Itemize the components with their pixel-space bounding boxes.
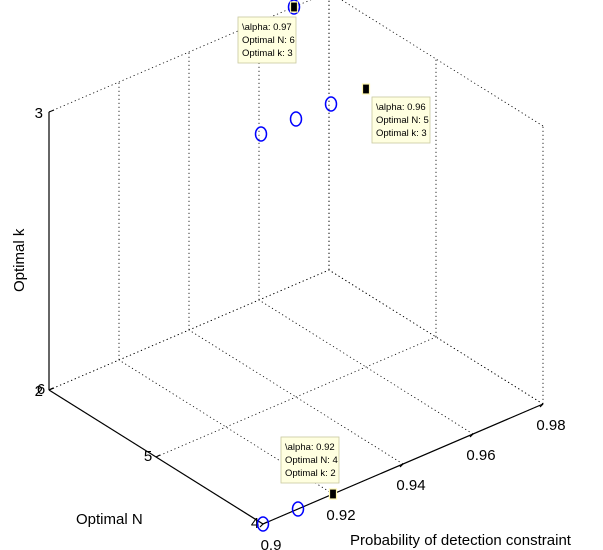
z-tick-label: 2 [35, 383, 43, 400]
datatip-text: Optimal k: 2 [285, 468, 336, 479]
y-tick-mark [262, 521, 268, 525]
data-point [254, 126, 268, 142]
datatip-text: Optimal N: 6 [242, 35, 295, 46]
datatip-box [237, 16, 297, 64]
data-point [287, 0, 301, 15]
datatip: \alpha: 0.96 Optimal N: 5 Optimal k: 3 [361, 83, 431, 144]
grid-line [48, 0, 312, 113]
z-tick-label: 3 [35, 105, 43, 122]
datatip-box [280, 436, 340, 484]
x-axis-label: Probability of detection constraint [350, 532, 572, 549]
x-tick-label: 0.98 [536, 417, 565, 434]
datatip-text: Optimal k: 3 [242, 48, 293, 59]
tick-labels: 0.9 0.92 0.94 0.96 0.98 4 5 62 3 [35, 105, 566, 550]
datatip-text: Optimal N: 4 [285, 455, 338, 466]
y-axis-label: Optimal N [76, 511, 143, 528]
axes [48, 109, 544, 528]
z-tick-mark [48, 387, 55, 391]
y-tick-label: 6 [37, 381, 45, 398]
datatip-marker [328, 488, 338, 500]
x-tick-label: 0.96 [466, 447, 495, 464]
z-axis-label: Optimal k [11, 228, 28, 292]
datatip-text: \alpha: 0.97 [242, 22, 292, 33]
datatip-text: \alpha: 0.96 [376, 102, 426, 113]
data-point [256, 516, 270, 532]
x-tick-label: 0.94 [396, 477, 425, 494]
data-point [289, 111, 303, 127]
x-tick-mark [259, 523, 264, 528]
datatip-marker [289, 1, 299, 13]
x-tick-mark [469, 433, 474, 438]
datatip-text: Optimal k: 3 [376, 128, 427, 139]
datatip: \alpha: 0.97 Optimal N: 6 Optimal k: 3 [237, 1, 299, 64]
x-tick-label: 0.9 [261, 537, 282, 550]
datatip-box [371, 96, 431, 144]
data-points [254, 0, 338, 532]
z-tick-mark [48, 109, 55, 113]
y-tick-label: 5 [144, 448, 152, 465]
datatip-marker [361, 83, 371, 95]
grid-line [48, 269, 330, 391]
datatip-text: Optimal N: 5 [376, 115, 429, 126]
x-tick-mark [539, 403, 544, 408]
data-point [324, 96, 338, 112]
data-point [291, 501, 305, 517]
y-tick-label: 4 [251, 515, 259, 532]
grid-line [155, 336, 437, 458]
x-tick-label: 0.92 [326, 507, 355, 524]
datatip: \alpha: 0.92 Optimal N: 4 Optimal k: 2 [280, 436, 340, 500]
datatip-text: \alpha: 0.92 [285, 442, 335, 453]
x-tick-mark [399, 463, 404, 468]
y-tick-mark [155, 454, 161, 458]
grid-line [341, 0, 544, 127]
